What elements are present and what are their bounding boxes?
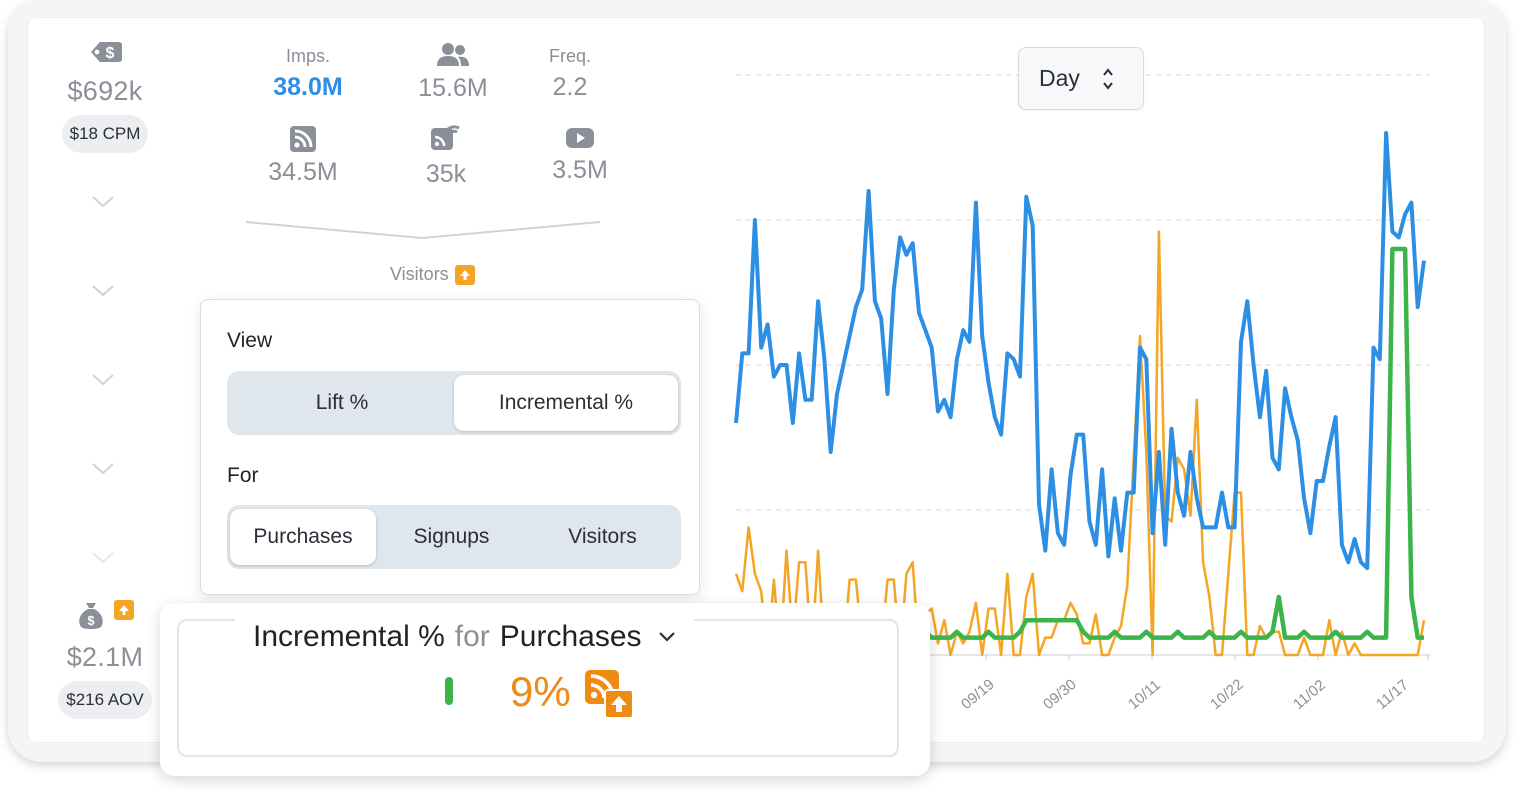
rss-icon	[238, 126, 368, 152]
funnel-bracket	[245, 221, 601, 240]
channel-metric-connected: 35k	[381, 124, 511, 189]
metric-label: Freq.	[548, 46, 591, 66]
reach-metric: 15.6M	[388, 42, 518, 103]
granularity-value: Day	[1039, 65, 1080, 91]
chevron-down-icon	[92, 552, 114, 566]
rss-boost-icon	[585, 670, 635, 725]
users-icon	[388, 42, 518, 68]
view-options-popover: View Lift % Incremental % For Purchases …	[200, 299, 700, 595]
metric-value: 2.2	[552, 73, 588, 101]
metric-value: 38.0M	[273, 73, 343, 101]
metric-value: 35k	[425, 160, 467, 188]
spend-total: $692k	[67, 76, 143, 106]
metric-value: 34.5M	[268, 158, 338, 186]
metric-label: Imps.	[285, 46, 330, 66]
money-bag-icon: $	[76, 600, 106, 635]
view-heading: View	[227, 329, 273, 352]
chevron-down-icon	[92, 285, 114, 299]
chevron-down-icon	[92, 374, 114, 388]
channel-metric-video: 3.5M	[515, 126, 645, 185]
result-metric: Incremental %	[253, 620, 445, 653]
arrow-up-badge-icon	[454, 264, 475, 285]
frequency-metric: Freq. 2.2	[505, 46, 635, 102]
view-option-lift[interactable]: Lift %	[315, 391, 369, 414]
chevron-down-icon	[92, 196, 114, 210]
result-selector[interactable]: Incremental % for Purchases	[235, 619, 694, 655]
visitors-label: Visitors	[390, 264, 449, 284]
result-connector: for	[454, 620, 490, 653]
view-segmented-control: Lift % Incremental %	[227, 371, 681, 435]
time-series-chart	[734, 74, 1430, 660]
arrow-up-badge-icon	[114, 600, 134, 620]
svg-text:$: $	[106, 45, 115, 62]
spend-summary: $ $692k $18 CPM	[50, 38, 160, 153]
cpm-badge: $18 CPM	[61, 115, 149, 153]
granularity-select[interactable]: Day	[1018, 47, 1144, 110]
aov-badge: $216 AOV	[58, 681, 152, 719]
result-target: Purchases	[499, 620, 642, 653]
revenue-total: $2.1M	[66, 642, 144, 672]
chevron-down-icon	[92, 463, 114, 477]
result-frame: Incremental % for Purchases	[177, 619, 899, 757]
metric-value: 15.6M	[418, 74, 488, 102]
view-option-incremental[interactable]: Incremental %	[454, 375, 678, 431]
for-heading: For	[227, 464, 259, 487]
result-card: Incremental % for Purchases	[160, 603, 930, 776]
channel-metric-rss: 34.5M	[238, 126, 368, 187]
for-option-purchases[interactable]: Purchases	[230, 509, 376, 565]
visitors-indicator: Visitors	[390, 264, 475, 285]
chevron-down-icon	[658, 632, 675, 642]
video-play-icon	[515, 126, 645, 150]
green-indicator-bar	[445, 677, 453, 705]
impressions-metric: Imps. 38.0M	[243, 46, 373, 102]
blue-series-line	[734, 131, 1426, 570]
for-segmented-control: Purchases Signups Visitors	[227, 505, 681, 569]
for-option-signups[interactable]: Signups	[413, 525, 490, 548]
result-value: 9%	[510, 668, 571, 715]
revenue-summary: $ $2.1M $216 AOV	[50, 600, 160, 719]
orange-series-line	[734, 230, 1426, 657]
rss-wifi-icon	[381, 124, 511, 154]
select-arrows-icon	[1103, 67, 1113, 90]
svg-text:$: $	[87, 613, 95, 628]
green-series-line	[734, 246, 1424, 640]
for-option-visitors[interactable]: Visitors	[568, 525, 637, 548]
price-tag-icon: $	[50, 38, 160, 76]
metric-value: 3.5M	[552, 156, 608, 184]
